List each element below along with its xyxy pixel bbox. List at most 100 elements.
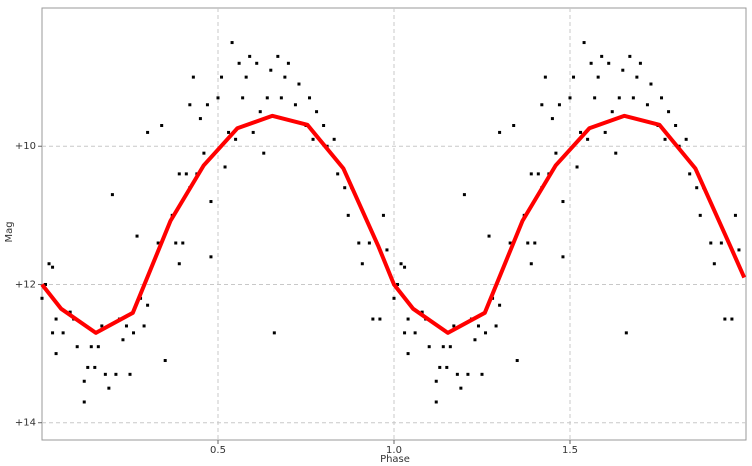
data-point [311, 137, 315, 141]
data-point [593, 96, 597, 100]
data-point [276, 54, 280, 58]
data-point [614, 151, 618, 155]
data-point [255, 61, 259, 65]
y-tick-label: +14 [15, 418, 36, 429]
data-point [241, 96, 245, 100]
data-point [476, 324, 480, 328]
data-point [248, 54, 252, 58]
data-point [473, 338, 477, 342]
data-point [191, 75, 195, 79]
data-point [89, 345, 93, 349]
data-point [730, 317, 734, 321]
data-point [262, 151, 266, 155]
data-point [202, 151, 206, 155]
data-point [427, 345, 431, 349]
data-point [420, 310, 424, 314]
data-point [550, 117, 554, 121]
data-point [205, 103, 209, 107]
data-point [392, 296, 396, 300]
data-point [498, 130, 502, 134]
data-point [628, 54, 632, 58]
data-point [441, 345, 445, 349]
data-point [480, 372, 484, 376]
data-point [244, 75, 248, 79]
data-point [110, 193, 114, 197]
data-point [635, 75, 639, 79]
data-point [286, 61, 290, 65]
data-point [529, 172, 533, 176]
data-point [385, 248, 389, 252]
fit-line [40, 113, 747, 335]
data-point [51, 331, 55, 335]
data-point [667, 110, 671, 114]
data-point [230, 41, 234, 45]
x-tick-label: 1.5 [562, 445, 578, 456]
data-point [272, 331, 276, 335]
data-point [332, 137, 336, 141]
data-point [434, 379, 438, 383]
data-point [135, 234, 139, 238]
x-tick-label: 0.5 [210, 445, 226, 456]
data-point [660, 96, 664, 100]
data-point [607, 61, 611, 65]
data-point [723, 317, 727, 321]
data-point [719, 241, 723, 245]
data-point [498, 303, 502, 307]
data-point [223, 165, 227, 169]
data-point [93, 365, 97, 369]
data-point [603, 130, 607, 134]
data-point [54, 317, 58, 321]
data-point [631, 96, 635, 100]
data-point [466, 372, 470, 376]
data-point [357, 241, 361, 245]
x-tick-label: 1.0 [386, 445, 402, 456]
data-point [586, 137, 590, 141]
data-point [283, 75, 287, 79]
data-point [455, 372, 459, 376]
y-tick-label: +10 [15, 141, 36, 152]
data-point [515, 359, 519, 363]
data-point [452, 324, 456, 328]
data-point [198, 117, 202, 121]
data-point [142, 324, 146, 328]
data-point [51, 265, 55, 269]
data-point [237, 61, 241, 65]
data-point [61, 331, 65, 335]
data-point [216, 96, 220, 100]
data-point [47, 262, 51, 266]
data-point [86, 365, 90, 369]
data-point [188, 103, 192, 107]
data-point [462, 193, 466, 197]
data-point [82, 400, 86, 404]
data-point [575, 165, 579, 169]
data-point [610, 110, 614, 114]
data-point [529, 262, 533, 266]
data-point [160, 124, 164, 128]
data-point [508, 241, 512, 245]
data-point [459, 386, 463, 390]
data-point [540, 103, 544, 107]
data-point [434, 400, 438, 404]
data-point [322, 124, 326, 128]
data-point [554, 151, 558, 155]
data-point [579, 130, 583, 134]
data-point [177, 262, 181, 266]
y-axis-label: Mag [4, 221, 15, 242]
data-point [209, 200, 213, 204]
data-point [146, 303, 150, 307]
data-point [177, 172, 181, 176]
data-point [543, 75, 547, 79]
data-point [663, 137, 667, 141]
data-point [448, 345, 452, 349]
data-point [343, 186, 347, 190]
data-point [82, 379, 86, 383]
data-point [146, 130, 150, 134]
data-point [406, 317, 410, 321]
data-point [684, 137, 688, 141]
data-point [75, 345, 79, 349]
data-point [709, 241, 713, 245]
data-point [396, 282, 400, 286]
data-point [360, 262, 364, 266]
data-point [445, 365, 449, 369]
